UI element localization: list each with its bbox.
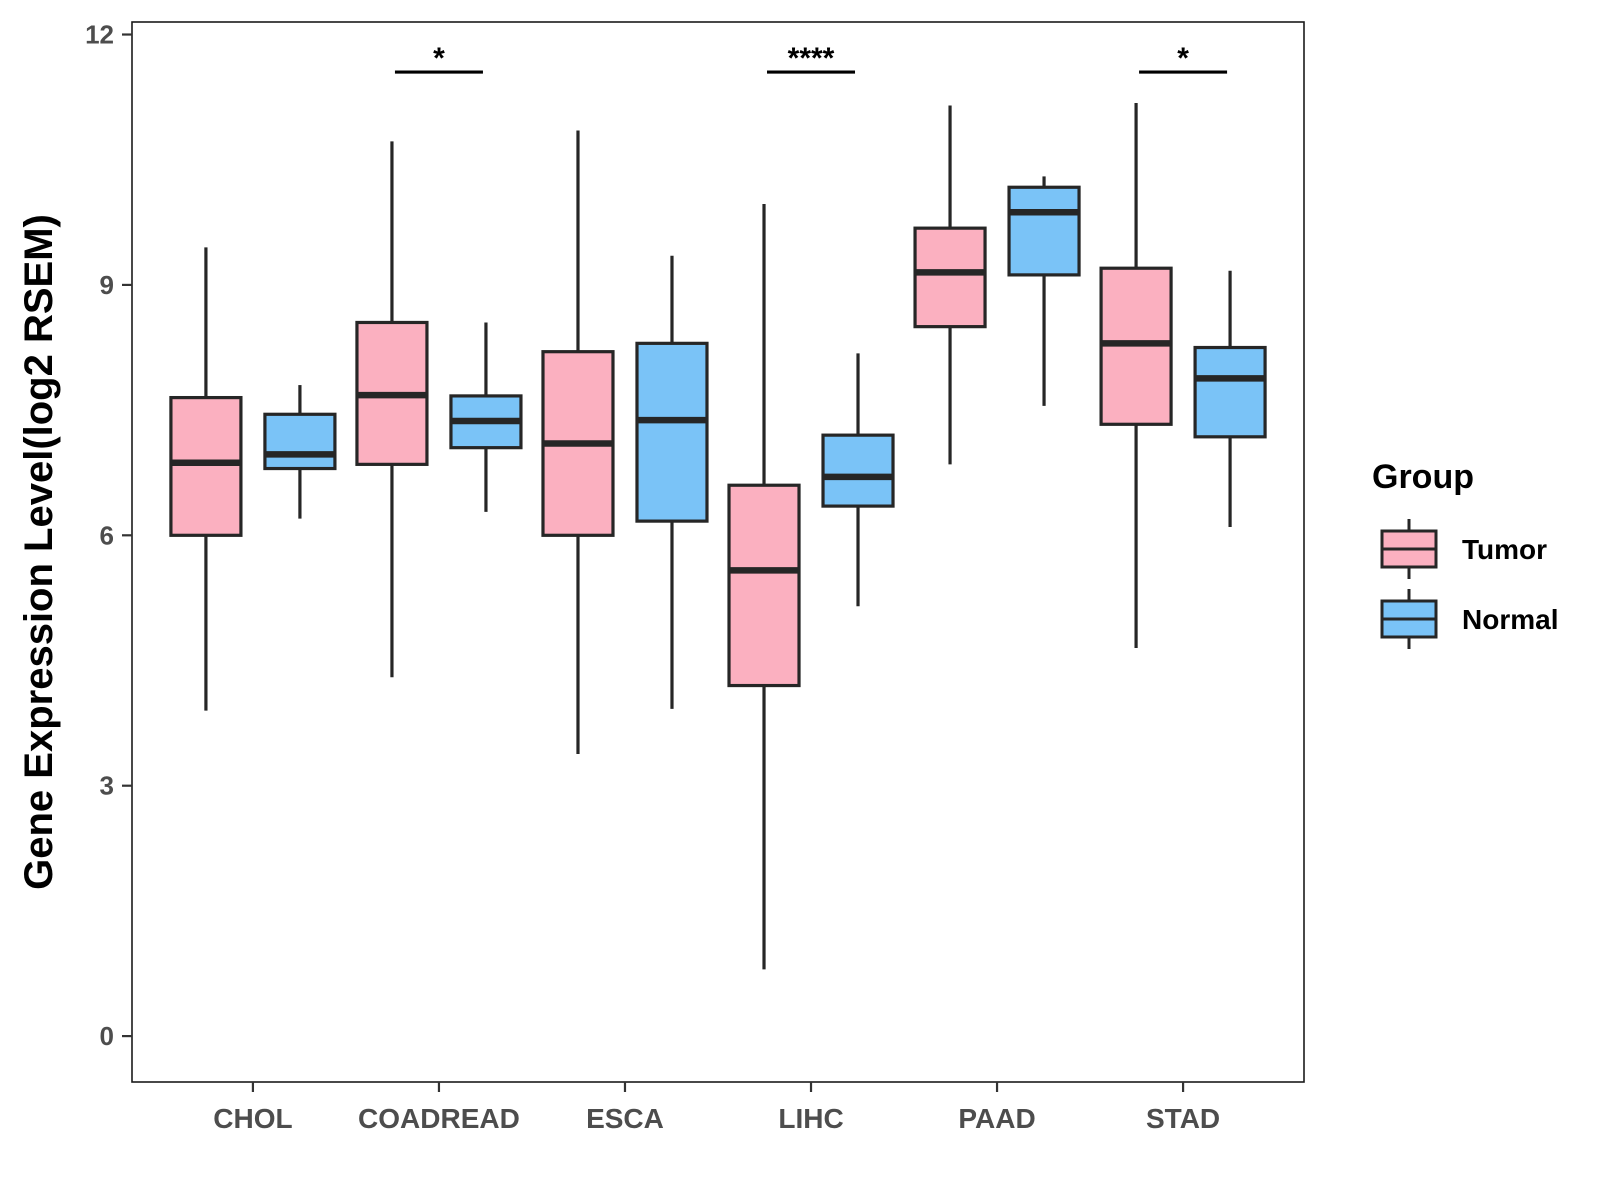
y-tick-label-12: 12 <box>85 20 114 50</box>
box-lihc-normal <box>821 353 895 607</box>
iqr-box-lihc-normal <box>821 433 895 508</box>
box-paad-tumor <box>913 105 987 465</box>
box-stad-normal <box>1193 270 1267 527</box>
x-tick-label-esca: ESCA <box>586 1103 664 1134</box>
box-esca-tumor <box>541 130 615 754</box>
box-chol-normal <box>263 385 337 519</box>
iqr-box-stad-normal <box>1193 345 1267 439</box>
box-lihc-tumor <box>727 203 801 970</box>
box-esca-normal <box>635 255 709 709</box>
box-paad-normal <box>1007 176 1081 406</box>
iqr-box-paad-tumor <box>913 226 987 329</box>
legend-title: Group <box>1372 458 1474 496</box>
significance-label-lihc: **** <box>788 42 835 75</box>
y-tick-label-3: 3 <box>100 771 114 801</box>
plot-area: * **** * <box>169 42 1267 970</box>
x-tick-label-stad: STAD <box>1146 1103 1220 1134</box>
iqr-box-esca-normal <box>635 341 709 523</box>
legend: Group Tumor Normal <box>1372 458 1558 649</box>
box-coadread-normal <box>449 322 523 512</box>
y-tick-label-9: 9 <box>100 270 114 300</box>
axes: 0 3 6 9 12 CHOL COADREAD ESCA LIHC PAAD STAD <box>85 20 1220 1134</box>
plot-panel-border <box>131 21 1305 1083</box>
legend-key-normal <box>1380 589 1438 649</box>
x-tick-label-coadread: COADREAD <box>358 1103 520 1134</box>
significance-label-stad: * <box>1177 42 1189 75</box>
iqr-box-chol-tumor <box>169 395 243 537</box>
legend-label-tumor: Tumor <box>1462 534 1547 565</box>
x-tick-label-chol: CHOL <box>213 1103 292 1134</box>
box-coadread-tumor <box>355 141 429 678</box>
x-tick-label-lihc: LIHC <box>778 1103 843 1134</box>
iqr-box-lihc-tumor <box>727 483 801 688</box>
y-tick-label-0: 0 <box>100 1021 114 1051</box>
y-axis-title: Gene Expression Level(log2 RSEM) <box>17 214 61 890</box>
y-tick-label-6: 6 <box>100 520 114 550</box>
legend-label-normal: Normal <box>1462 604 1558 635</box>
iqr-box-chol-normal <box>263 412 337 471</box>
x-tick-label-paad: PAAD <box>958 1103 1035 1134</box>
box-chol-tumor <box>169 247 243 711</box>
legend-key-tumor <box>1380 519 1438 579</box>
significance-label-coadread: * <box>433 42 445 75</box>
iqr-box-paad-normal <box>1007 185 1081 277</box>
box-stad-tumor <box>1099 102 1173 648</box>
